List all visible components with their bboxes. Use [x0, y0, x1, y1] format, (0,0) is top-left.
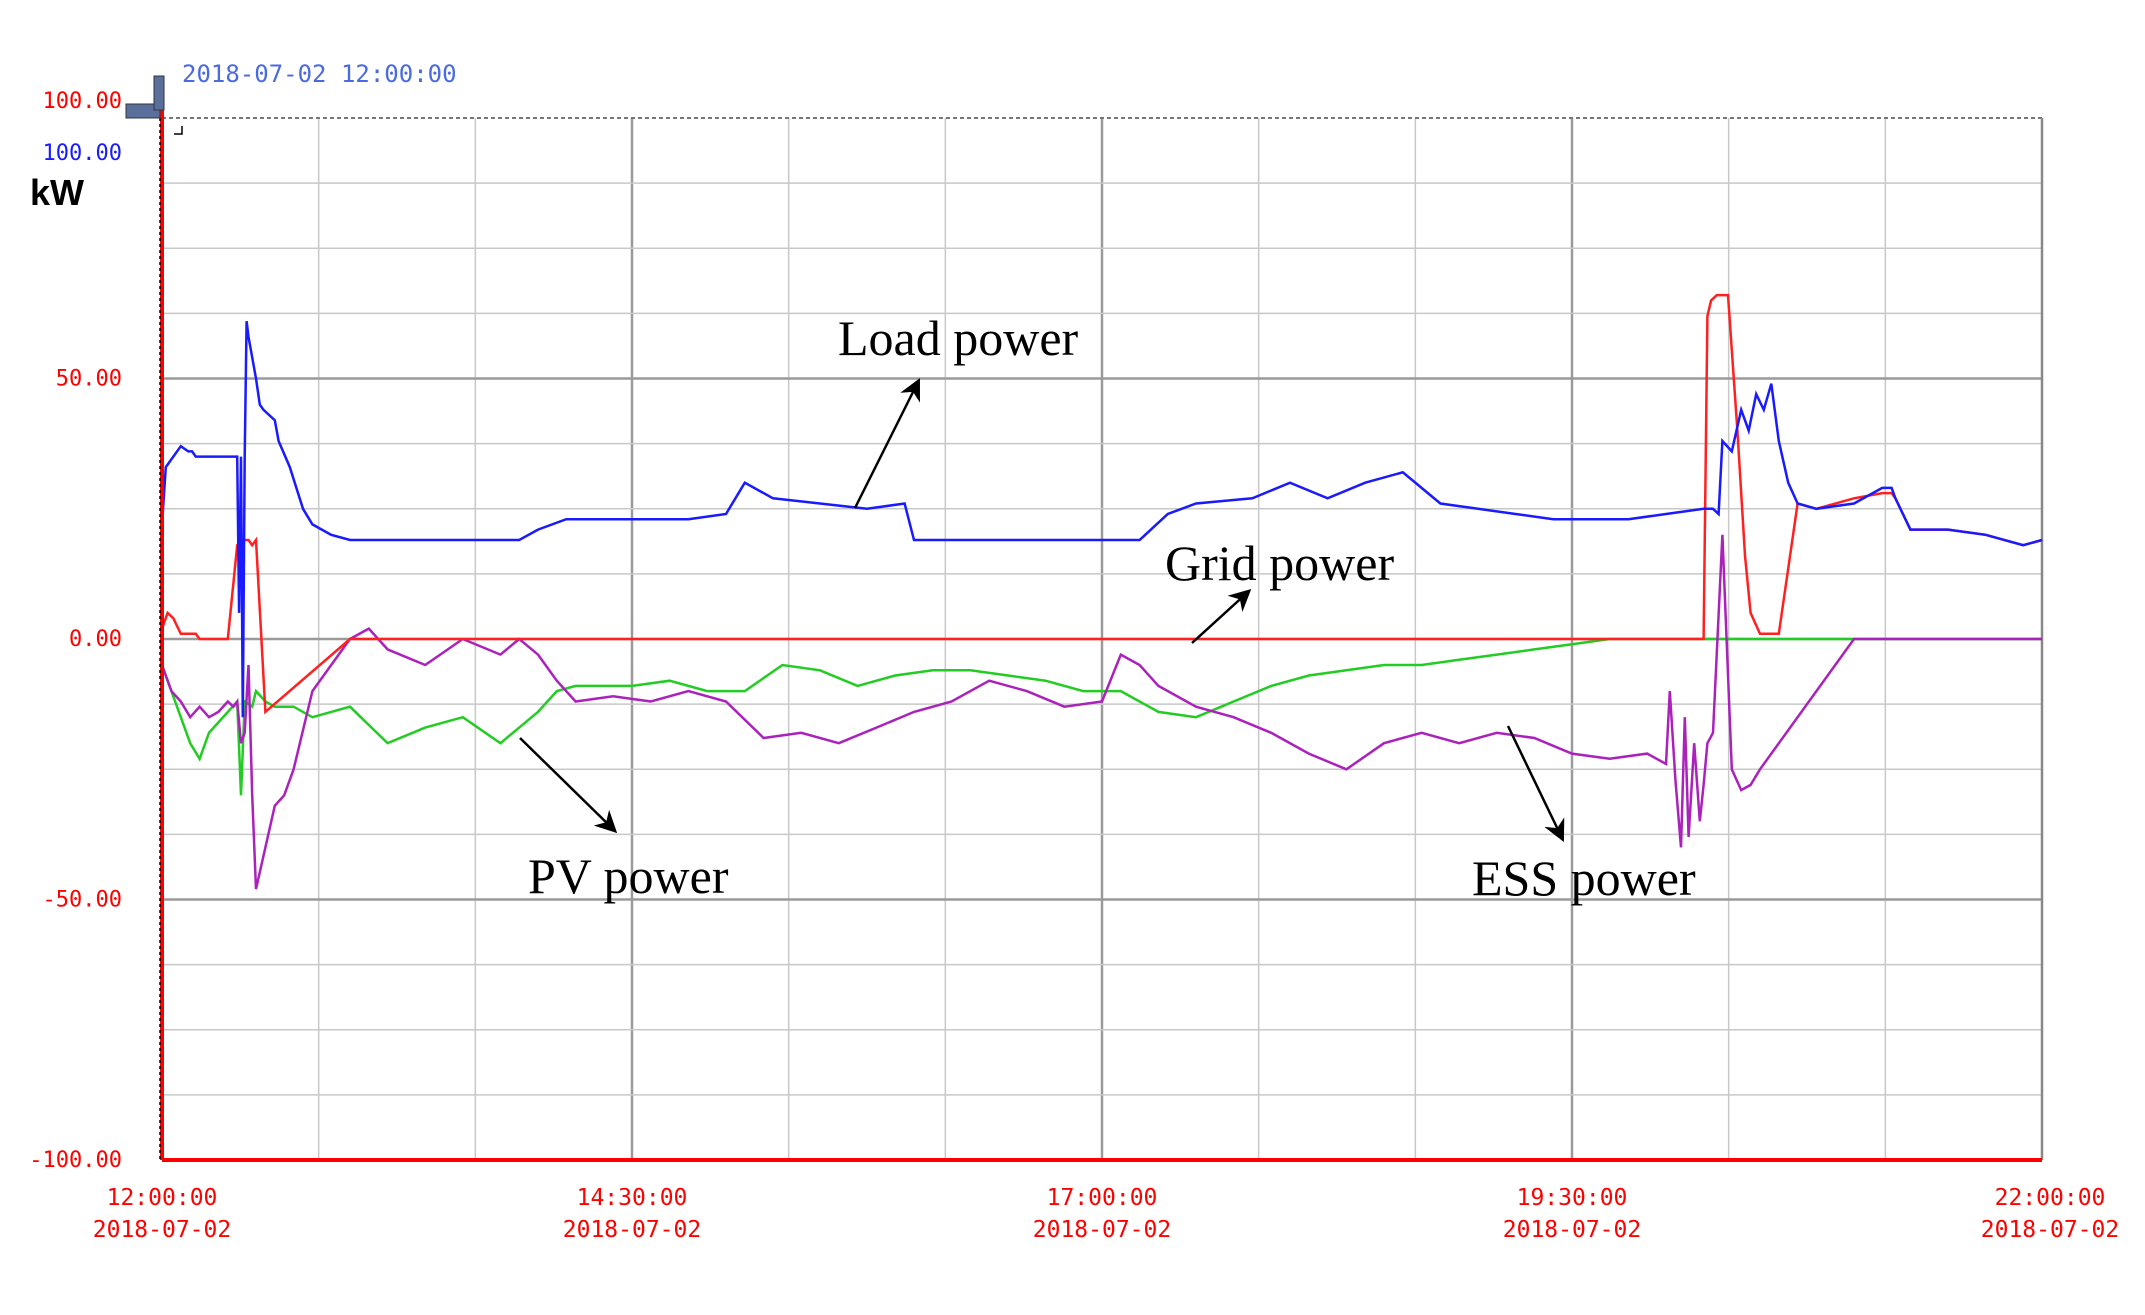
load-power-line — [160, 321, 2043, 718]
y-unit-label: kW — [30, 172, 84, 213]
pv-power-annotation: PV power — [528, 848, 729, 904]
x-tick-date: 2018-07-02 — [1503, 1217, 1641, 1243]
axes — [125, 75, 2042, 1162]
x-tick-time: 17:00:00 — [1047, 1185, 1158, 1211]
y-tick-label: -50.00 — [43, 888, 122, 913]
x-tick-date: 2018-07-02 — [563, 1217, 701, 1243]
cursor-handle-icon — [125, 103, 161, 119]
y-tick-label: -100.00 — [29, 1148, 122, 1173]
y-top-label-red: 100.00 — [43, 89, 122, 114]
x-tick-time: 19:30:00 — [1517, 1185, 1628, 1211]
x-tick-date: 2018-07-02 — [93, 1217, 231, 1243]
x-tick-time: 22:00:00 — [1995, 1185, 2106, 1211]
series-lines — [160, 293, 2043, 890]
corner-mark-icon — [174, 126, 183, 135]
x-tick-date: 2018-07-02 — [1981, 1217, 2119, 1243]
grid-power-annotation: Grid power — [1165, 535, 1394, 591]
y-tick-label: 0.00 — [69, 627, 122, 652]
x-tick-date: 2018-07-02 — [1033, 1217, 1171, 1243]
y-top-label-blue: 100.00 — [43, 141, 122, 166]
x-tick-time: 14:30:00 — [577, 1185, 688, 1211]
y-tick-label: 50.00 — [56, 367, 122, 392]
labels: 50.00 0.00 -50.00 -100.00 100.00 100.00 kW 2018… — [29, 60, 2119, 1243]
pv-power-arrow — [519, 737, 618, 834]
ess-power-arrow — [1506, 725, 1565, 842]
cursor-marker-icon — [153, 75, 165, 111]
annotations: Load power Grid power PV power ESS power — [519, 310, 1696, 906]
load-power-arrow — [853, 378, 920, 509]
grid-power-arrow — [1191, 589, 1252, 644]
x-tick-time: 12:00:00 — [107, 1185, 218, 1211]
ess-power-annotation: ESS power — [1472, 850, 1696, 906]
ess-power-line — [160, 534, 2042, 890]
load-power-annotation: Load power — [838, 310, 1079, 366]
cursor-time-label: 2018-07-02 12:00:00 — [182, 60, 457, 88]
